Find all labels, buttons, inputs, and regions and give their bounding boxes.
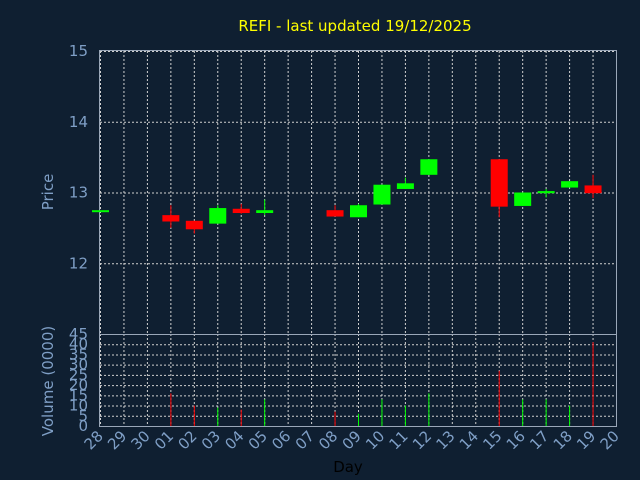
volume-bars [170, 342, 594, 426]
price-tick-label: 12 [69, 254, 88, 272]
candle-body [490, 159, 508, 207]
volume-axis-label: Volume (0000) [39, 326, 57, 436]
candle [256, 199, 274, 216]
day-tick-label: 02 [174, 427, 200, 453]
day-tick-label: 09 [339, 427, 365, 453]
volume-tick-label: 30 [69, 356, 88, 374]
candle-body [209, 208, 227, 224]
candle-body [561, 181, 579, 188]
candle-body [350, 205, 367, 218]
price-axis-ticks: 12 13 14 15 [69, 42, 88, 272]
day-tick-label: 10 [362, 427, 388, 453]
candle [584, 174, 602, 199]
candle-body [256, 210, 274, 214]
x-axis-label: Day [333, 458, 363, 476]
day-tick-label: 13 [432, 427, 458, 453]
candle [561, 181, 579, 188]
volume-plot-frame [99, 334, 617, 427]
candle-body [373, 184, 391, 205]
day-tick-label: 03 [198, 427, 224, 453]
day-tick-label: 08 [315, 427, 341, 453]
candle-body [537, 191, 555, 194]
candle [537, 188, 555, 198]
price-axis-label: Price [39, 174, 57, 211]
volume-tick-label: 45 [69, 325, 88, 343]
chart-title: REFI - last updated 19/12/2025 [238, 17, 471, 35]
candle [209, 205, 227, 224]
day-tick-label: 07 [292, 427, 318, 453]
day-tick-label: 05 [245, 427, 271, 453]
candle-body [420, 159, 438, 175]
day-tick-label: 06 [268, 427, 294, 453]
volume-gridlines [100, 334, 617, 427]
day-tick-label: 01 [151, 427, 177, 453]
candle [350, 203, 367, 218]
candle [232, 203, 250, 214]
candle-body [326, 210, 344, 217]
day-tick-label: 29 [104, 427, 130, 453]
candle-body [584, 185, 602, 194]
candle-body [92, 210, 109, 213]
day-axis-ticks: 2829300102030405060708091011121314151617… [81, 427, 623, 453]
candle-body [514, 192, 532, 206]
candle-body [232, 208, 250, 214]
price-tick-label: 13 [69, 184, 88, 202]
candle [396, 177, 414, 189]
price-tick-label: 14 [69, 113, 88, 131]
volume-tick-label: 10 [69, 397, 88, 415]
day-tick-label: 17 [526, 427, 552, 453]
candle [490, 159, 508, 218]
day-tick-label: 19 [573, 427, 599, 453]
candle [420, 159, 438, 175]
price-candles [92, 159, 602, 234]
day-tick-label: 12 [409, 427, 435, 453]
day-tick-label: 20 [597, 427, 623, 453]
day-tick-label: 11 [386, 427, 412, 453]
day-tick-label: 18 [550, 427, 576, 453]
candle-body [396, 183, 414, 189]
candle [514, 192, 532, 206]
volume-tick-label: 25 [69, 366, 88, 384]
day-tick-label: 15 [479, 427, 505, 453]
volume-tick-label: 40 [69, 335, 88, 353]
price-tick-label: 15 [69, 42, 88, 60]
candle-body [162, 215, 180, 222]
volume-tick-label: 0 [78, 417, 88, 435]
day-tick-label: 16 [503, 427, 529, 453]
volume-tick-label: 20 [69, 376, 88, 394]
day-tick-label: 30 [128, 427, 154, 453]
volume-tick-label: 35 [69, 345, 88, 363]
candle [373, 184, 391, 205]
candle [92, 210, 109, 213]
candle [326, 205, 344, 217]
candle [162, 205, 180, 228]
volume-tick-label: 5 [78, 407, 88, 425]
volume-tick-label: 15 [69, 386, 88, 404]
candle-body [185, 220, 203, 230]
day-tick-label: 04 [221, 427, 247, 453]
day-tick-label: 14 [456, 427, 482, 453]
candle [185, 220, 203, 234]
